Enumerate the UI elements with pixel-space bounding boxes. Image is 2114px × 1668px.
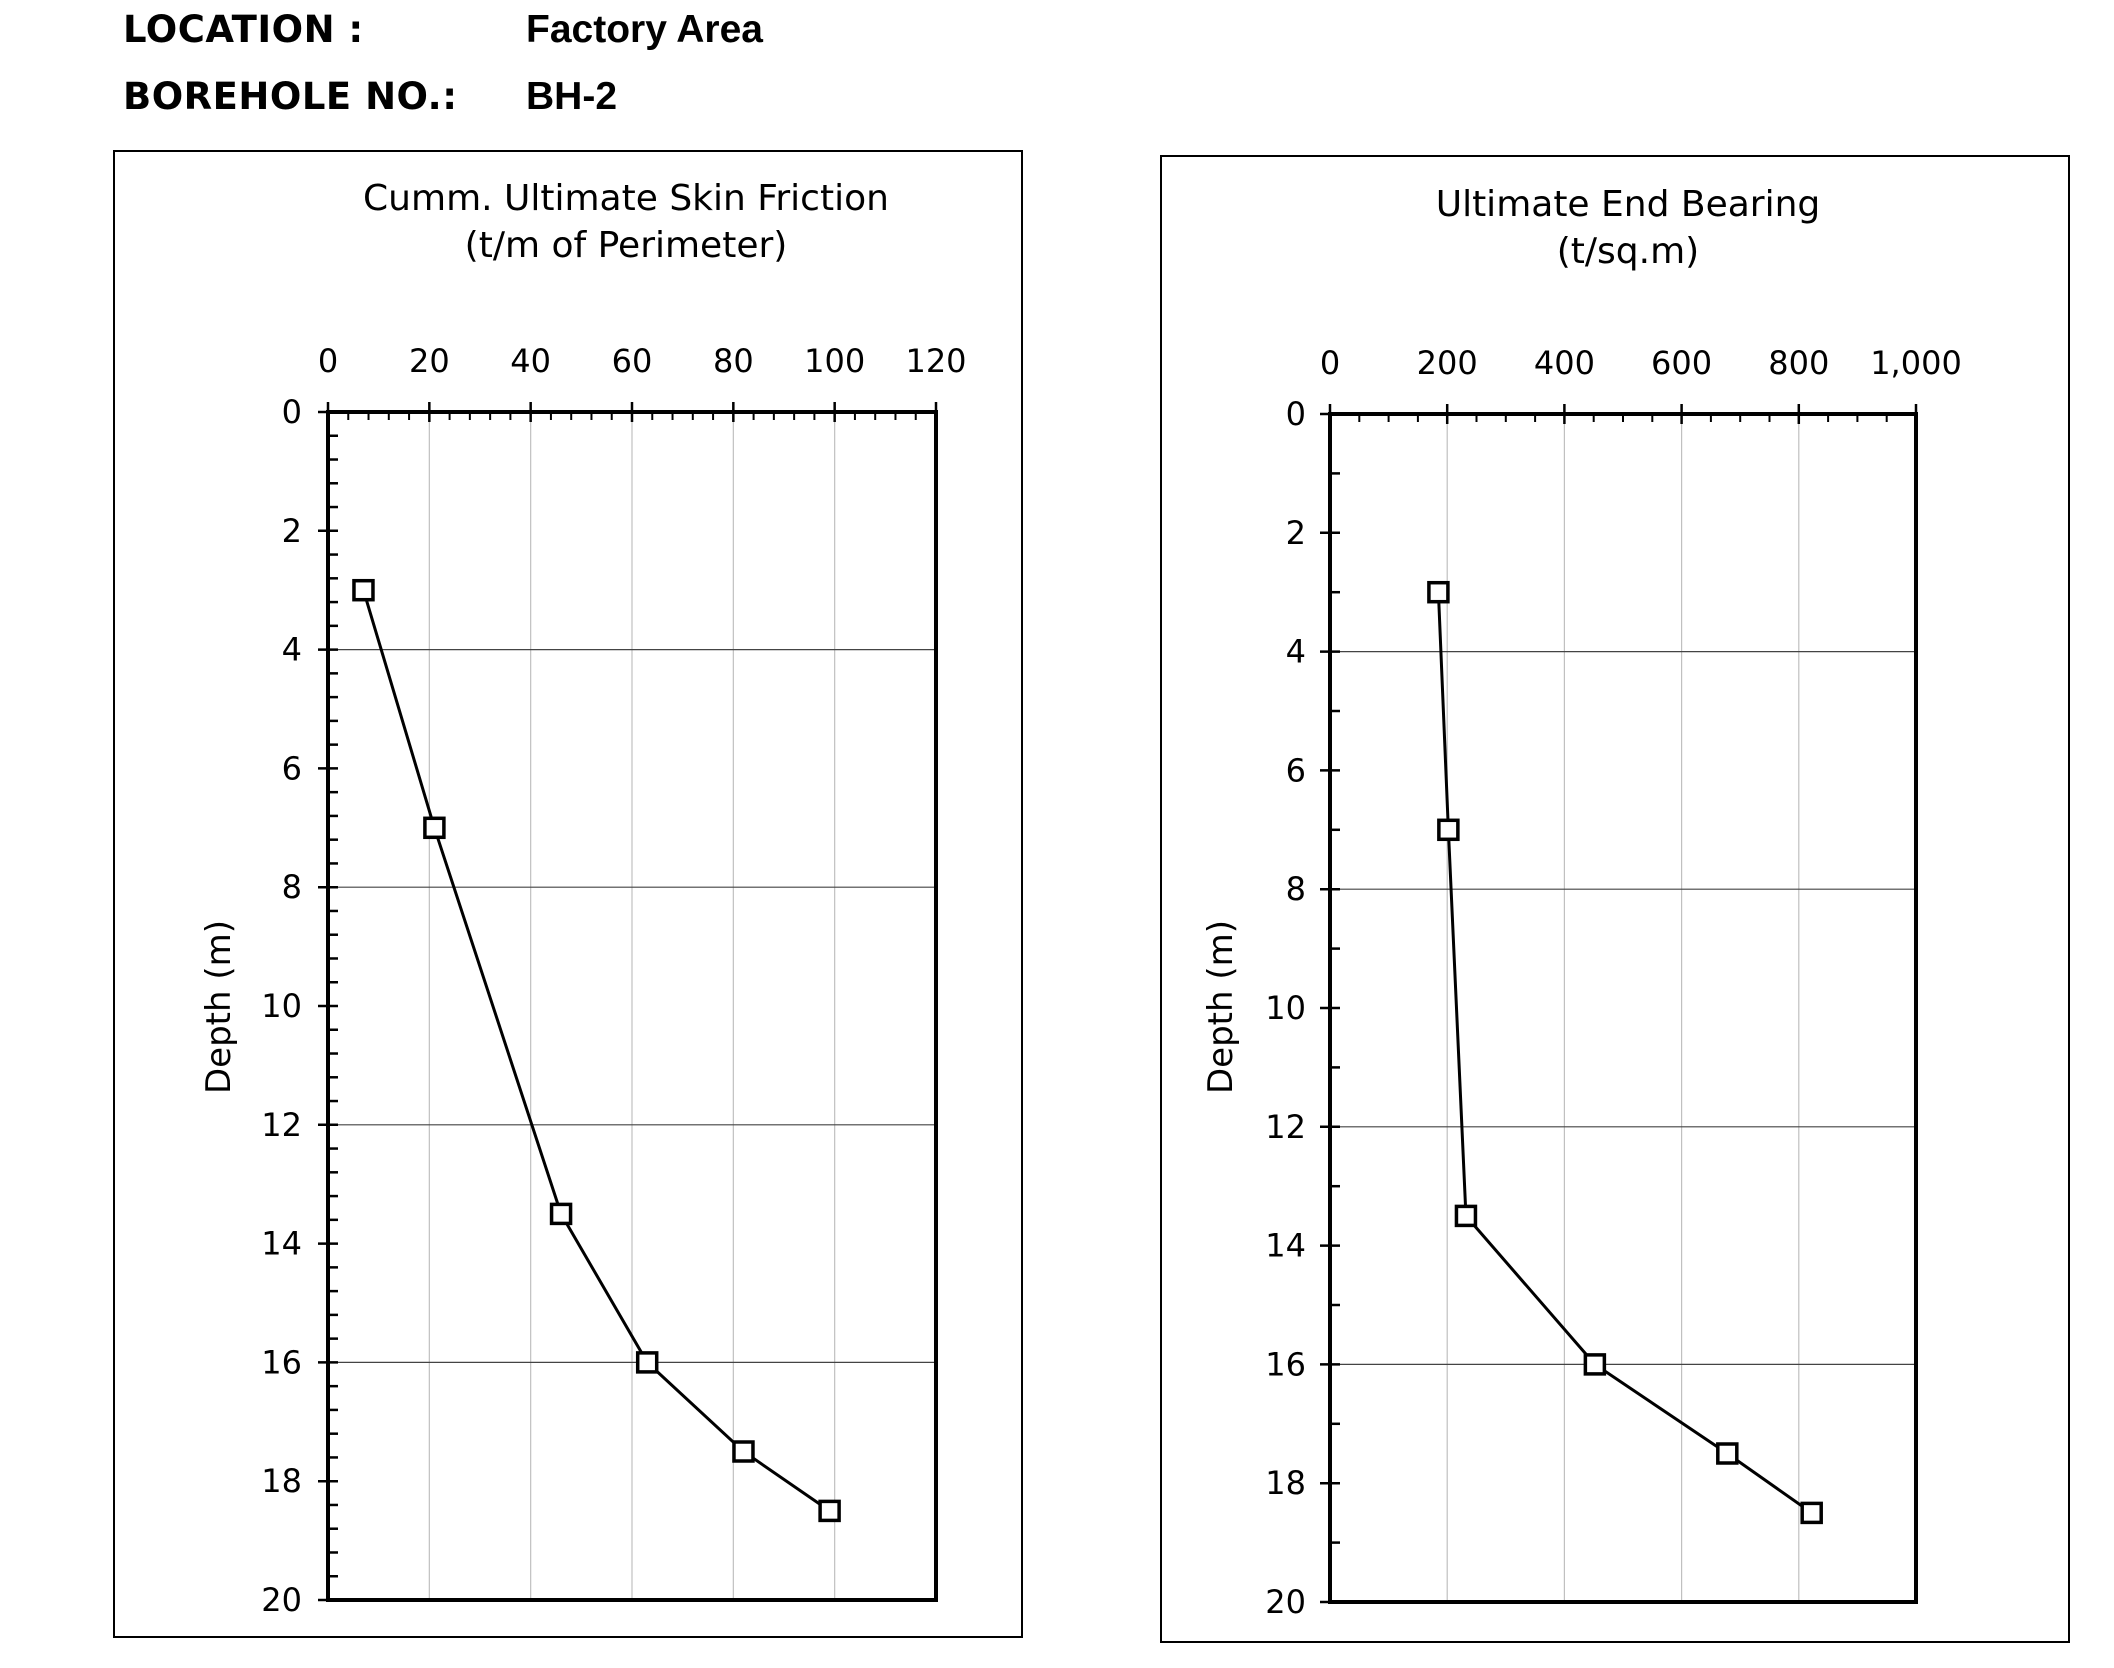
x-tick-label: 600: [1651, 344, 1712, 382]
end-bearing-chart-frame: [1160, 155, 2070, 1643]
x-tick-label: 20: [409, 342, 450, 380]
data-point-marker: [1454, 1204, 1478, 1228]
y-tick-label: 6: [1286, 751, 1306, 789]
data-point-marker: [1437, 818, 1460, 842]
y-tick-label: 18: [261, 1462, 302, 1500]
data-point-marker: [1427, 580, 1450, 604]
data-point-marker: [1800, 1501, 1823, 1525]
y-tick-label: 18: [1265, 1464, 1306, 1502]
data-point-marker: [423, 816, 446, 840]
y-tick-label: 10: [1265, 989, 1306, 1027]
x-tick-label: 200: [1417, 344, 1478, 382]
chart-title: Ultimate End Bearing: [1436, 184, 1821, 225]
x-tick-label: 0: [318, 342, 338, 380]
series-line: [1436, 592, 1813, 1515]
y-tick-label: 2: [1286, 514, 1306, 552]
skin-friction-chart: Cumm. Ultimate Skin Friction (t/m of Peri…: [199, 178, 967, 1619]
series-line: [362, 589, 831, 1513]
chart-title: Cumm. Ultimate Skin Friction: [363, 178, 889, 219]
y-tick-label: 16: [261, 1343, 302, 1381]
y-tick-label: 8: [282, 868, 302, 906]
x-tick-label: 60: [612, 342, 653, 380]
y-tick-label: 2: [282, 512, 302, 550]
y-tick-label: 12: [1265, 1108, 1306, 1146]
y-tick-label: 14: [1265, 1227, 1306, 1265]
data-point-marker: [549, 1202, 573, 1226]
data-point-marker: [352, 578, 375, 602]
chart-subtitle: (t/sq.m): [1557, 231, 1699, 272]
y-tick-label: 0: [1286, 395, 1306, 433]
x-tick-label: 80: [713, 342, 754, 380]
skin-friction-chart-frame: [113, 150, 1023, 1638]
plot-area: [1328, 412, 1918, 1604]
y-tick-label: 4: [1286, 633, 1306, 671]
y-tick-label: 10: [261, 987, 302, 1025]
end-bearing-chart: Ultimate End Bearing(t/sq.m)0 200 400 600 80…: [1201, 184, 1962, 1621]
data-point-marker: [1716, 1442, 1739, 1465]
data-point-marker: [635, 1351, 659, 1374]
x-tick-label: 400: [1534, 344, 1595, 382]
x-tick-label: 0: [1320, 344, 1340, 382]
location-value: Factory Area: [526, 8, 763, 51]
borehole-label: BOREHOLE NO.:: [123, 75, 458, 118]
y-tick-label: 0: [282, 393, 302, 431]
y-tick-label: 6: [282, 749, 302, 787]
data-point-marker: [818, 1499, 841, 1523]
y-axis-label: Depth (m): [199, 920, 239, 1094]
x-tick-label: 800: [1768, 344, 1829, 382]
chart-subtitle: (t/m of Perimeter): [465, 225, 788, 266]
location-label: LOCATION :: [123, 8, 364, 51]
y-tick-label: 8: [1286, 870, 1306, 908]
x-tick-label: 100: [804, 342, 865, 380]
y-tick-label: 20: [1265, 1583, 1306, 1621]
data-point-marker: [1583, 1353, 1607, 1376]
y-tick-label: 12: [261, 1106, 302, 1144]
x-tick-label: 40: [510, 342, 551, 380]
data-point-marker: [732, 1440, 755, 1463]
y-tick-label: 4: [282, 631, 302, 669]
borehole-value: BH-2: [526, 75, 618, 118]
x-tick-label: 120: [905, 342, 966, 380]
y-tick-label: 14: [261, 1225, 302, 1263]
y-tick-label: 16: [1265, 1345, 1306, 1383]
y-axis-label: Depth (m): [1201, 920, 1241, 1094]
y-tick-label: 20: [261, 1581, 302, 1619]
x-tick-label: 1,000: [1870, 344, 1962, 382]
